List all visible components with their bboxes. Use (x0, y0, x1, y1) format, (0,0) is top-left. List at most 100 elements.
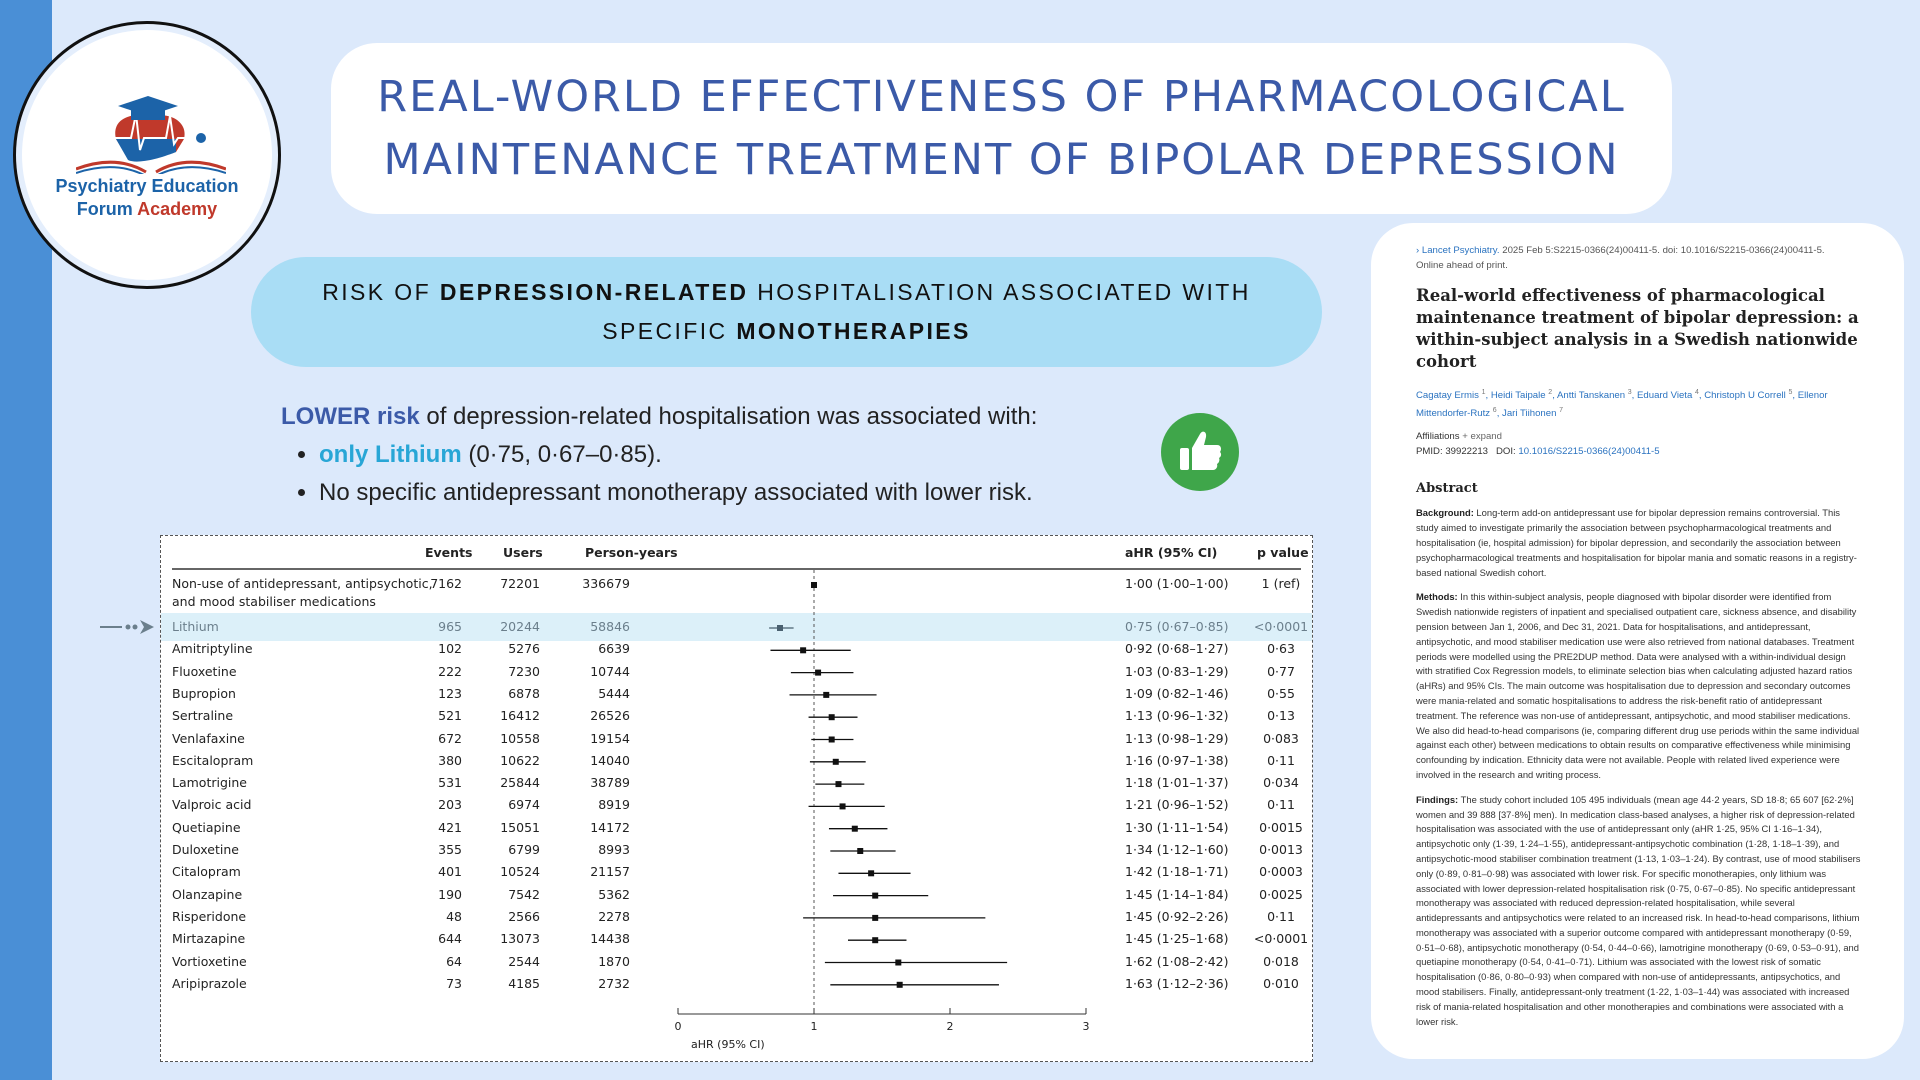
author-link[interactable]: Heidi Taipale (1490, 390, 1546, 402)
row-label: Vortioxetine (172, 953, 247, 969)
users-value: 25844 (500, 775, 540, 791)
pmid: PMID: 39922213 (1416, 446, 1488, 458)
author-link[interactable]: Cagatay Ermis (1416, 390, 1479, 402)
person-years-value: 6639 (598, 641, 630, 657)
ahr-value: 1·62 (1·08–2·42) (1125, 953, 1229, 969)
ahr-value: 1·21 (0·96–1·52) (1125, 797, 1229, 813)
users-value: 7230 (508, 663, 540, 679)
users-value: 10558 (500, 730, 540, 746)
author-link[interactable]: Eduard Vieta (1637, 390, 1693, 402)
author-link[interactable]: Ellenor Mittendorfer-Rutz (1416, 390, 1828, 420)
x-tick-label: 1 (811, 1020, 818, 1033)
users-value: 10622 (500, 752, 540, 768)
events-value: 521 (438, 708, 462, 724)
header-rule (172, 568, 1301, 570)
person-years-value: 2732 (598, 975, 630, 991)
doi-link[interactable]: 10.1016/S2215-0366(24)00411-5 (1518, 446, 1660, 458)
bullet-lithium: only Lithium (0·75, 0·67–0·85). (319, 436, 1037, 474)
row-label: Lithium (172, 619, 219, 634)
events-value: 48 (446, 908, 462, 924)
ahr-value: 1·45 (1·25–1·68) (1125, 931, 1229, 947)
row-label: Citalopram (172, 864, 241, 880)
header-users: Users (503, 545, 543, 560)
hr-point (851, 825, 858, 832)
p-value: 0·018 (1263, 953, 1299, 969)
affiliation-number: 4 (1694, 389, 1699, 396)
events-value: 222 (438, 663, 462, 679)
abstract-methods: Methods: In this within-subject analysis… (1416, 591, 1860, 780)
affiliations-label: Affiliations (1416, 431, 1460, 443)
person-years-value: 5444 (598, 685, 630, 701)
events-value: 203 (438, 797, 462, 813)
person-years-value: 19154 (590, 730, 630, 746)
journal-link[interactable]: › Lancet Psychiatry. (1416, 245, 1500, 256)
p-value: 0·0025 (1259, 886, 1303, 902)
events-value: 401 (438, 864, 462, 880)
row-label: Risperidone (172, 908, 247, 924)
expand-affiliations-button[interactable]: + expand (1462, 431, 1502, 443)
events-value: 421 (438, 819, 462, 835)
person-years-value: 14040 (590, 752, 630, 768)
affiliation-number: 3 (1627, 389, 1632, 396)
users-value: 7542 (508, 886, 540, 902)
row-label: Aripiprazole (172, 975, 247, 991)
users-value: 5276 (508, 641, 540, 657)
logo-text-2: Forum Academy (76, 199, 218, 219)
row-label: Quetiapine (172, 819, 241, 835)
key-finding: LOWER risk of depression-related hospita… (281, 398, 1037, 512)
ahr-value: 1·13 (0·96–1·32) (1125, 708, 1229, 724)
hr-point (895, 959, 902, 966)
p-value: 0·034 (1263, 775, 1299, 791)
hr-point (811, 582, 817, 588)
person-years-value: 8993 (598, 842, 630, 857)
arrow-right-icon (100, 618, 156, 641)
ahr-value: 1·18 (1·01–1·37) (1125, 775, 1229, 791)
person-years-value: 58846 (590, 619, 630, 634)
page-title: REAL-WORLD EFFECTIVENESS OF PHARMACOLOGI… (331, 43, 1672, 214)
events-value: 355 (438, 842, 462, 857)
users-value: 2544 (508, 953, 540, 969)
ahr-value: 1·13 (0·98–1·29) (1125, 730, 1229, 746)
hr-point (896, 981, 903, 988)
header-events: Events (425, 545, 473, 560)
events-value: 380 (438, 752, 462, 768)
person-years-value: 336679 (582, 576, 630, 591)
row-label: Lamotrigine (172, 775, 247, 791)
header-p-value: p value (1257, 545, 1309, 560)
citation: › Lancet Psychiatry. 2025 Feb 5:S2215-03… (1416, 245, 1825, 271)
hr-point (823, 691, 830, 698)
events-value: 102 (438, 641, 462, 657)
users-value: 4185 (508, 975, 540, 991)
row-label: Sertraline (172, 708, 234, 724)
users-value: 6974 (508, 797, 540, 813)
title-line-2: MAINTENANCE TREATMENT OF BIPOLAR DEPRESS… (383, 134, 1620, 185)
person-years-value: 38789 (590, 775, 630, 791)
users-value: 16412 (500, 708, 540, 724)
ahr-value: 1·45 (0·92–2·26) (1125, 908, 1229, 924)
hr-point (872, 914, 879, 921)
p-value: 0·11 (1267, 908, 1295, 924)
hr-point (857, 848, 864, 854)
person-years-value: 2278 (598, 908, 630, 924)
author-link[interactable]: Jari Tiihonen (1502, 408, 1557, 420)
ahr-value: 1·03 (0·83–1·29) (1125, 663, 1229, 679)
forest-plot-table: Events Users Person-years aHR (95% CI) p… (160, 535, 1313, 1062)
events-value: 123 (438, 685, 462, 701)
person-years-value: 5362 (598, 886, 630, 902)
p-value: 0·0015 (1259, 819, 1303, 835)
events-value: 644 (438, 931, 462, 947)
events-value: 965 (438, 619, 462, 634)
hr-point (828, 714, 835, 721)
person-years-value: 21157 (590, 864, 630, 880)
author-link[interactable]: Antti Tanskanen (1557, 390, 1626, 402)
events-value: 190 (438, 886, 462, 902)
abstract-findings: Findings: The study cohort included 105 … (1416, 793, 1861, 1027)
p-value: 0·77 (1267, 663, 1295, 679)
users-value: 10524 (500, 864, 540, 880)
events-value: 672 (438, 730, 462, 746)
p-value: 1 (ref) (1261, 576, 1301, 591)
author-link[interactable]: Christoph U Correll (1704, 390, 1786, 402)
row-label: Mirtazapine (172, 931, 246, 947)
row-label: Olanzapine (172, 886, 243, 902)
hr-point (872, 937, 879, 944)
